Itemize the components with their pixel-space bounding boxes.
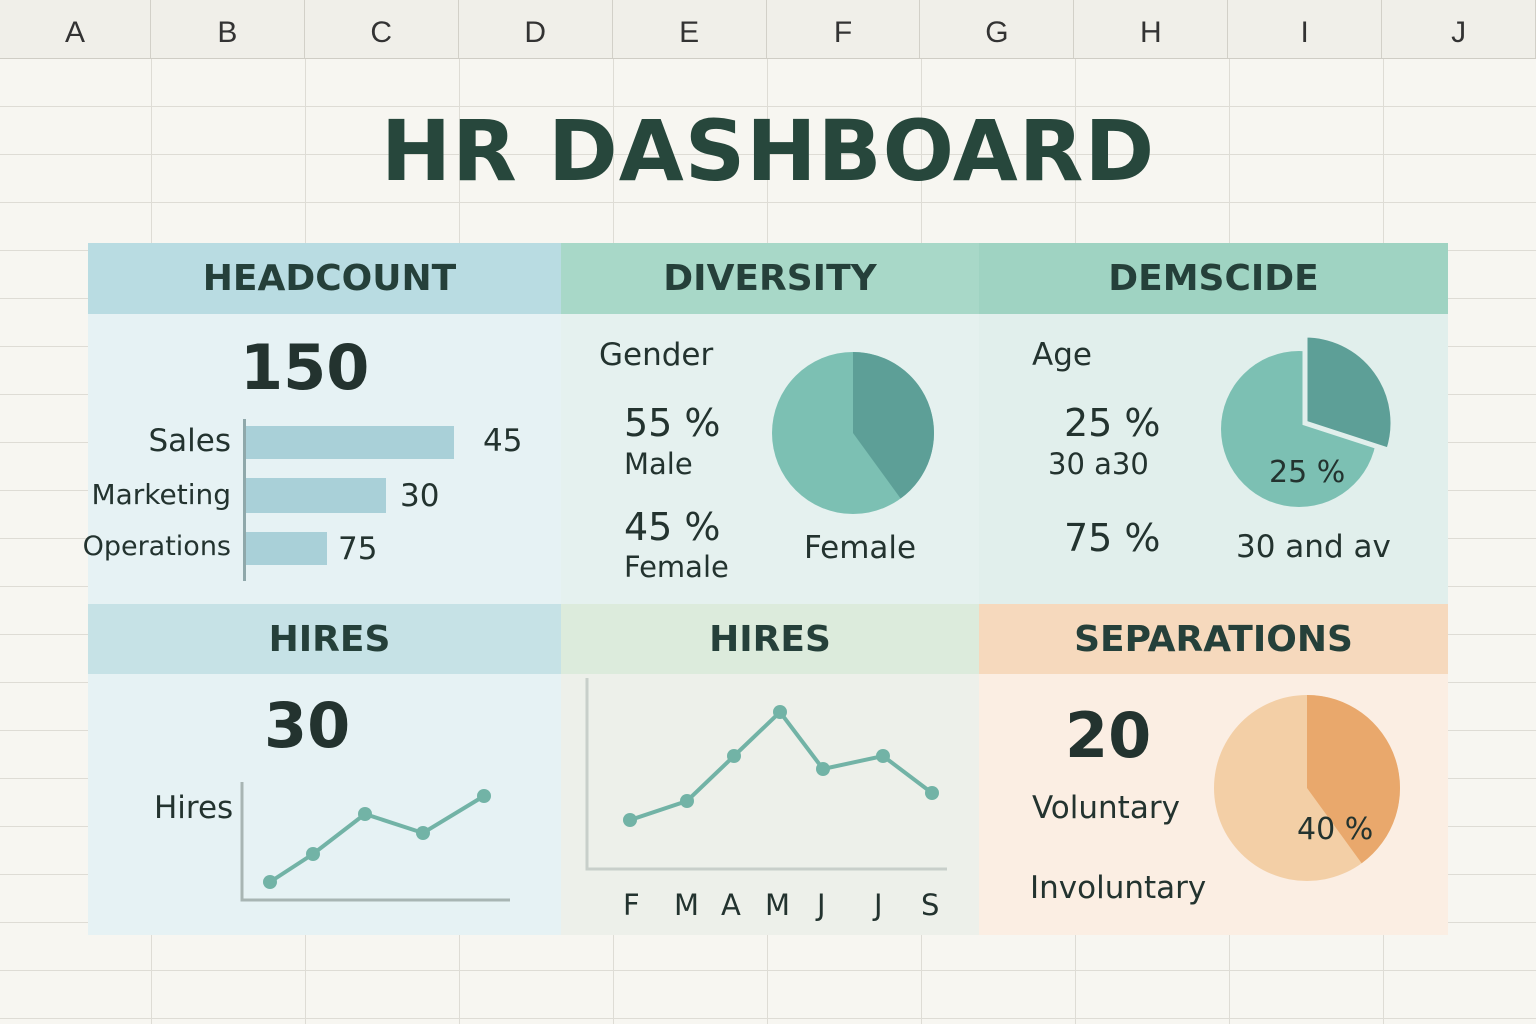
diversity-female-pct: 45 % [624,505,721,549]
diversity-panel: DIVERSITY Gender 55 % Male 45 % Female F… [561,243,979,604]
column-header-f[interactable]: F [767,0,921,58]
hires-monthly-chart [585,678,947,871]
separations-total: 20 [1065,699,1152,772]
diversity-header: DIVERSITY [561,243,979,314]
bar-marketing [246,478,386,513]
column-header-row: A B C D E F G H I J [0,0,1536,59]
month-label: M [765,888,791,922]
age-pie-chart [1221,332,1396,507]
demographics-header: DEMSCIDE [979,243,1448,314]
gender-pie-label: Female [804,530,917,566]
month-label: A [721,888,741,922]
diversity-male-pct: 55 % [624,401,721,445]
hires-axis [240,782,510,902]
hires-point [477,789,491,803]
monthly-axis [585,678,947,871]
headcount-panel: HEADCOUNT 150 Sales 45 Marketing 30 Oper… [83,243,561,604]
separations-header: SEPARATIONS [979,604,1448,674]
hires-line [268,794,486,884]
month-label: J [874,888,883,922]
diversity-female-label: Female [624,550,729,584]
separations-pie-pct: 40 % [1297,812,1374,847]
bar-operations [246,532,327,565]
monthly-point [773,705,787,719]
bar-label-sales: Sales [148,423,231,459]
monthly-point [876,749,890,763]
separations-involuntary-label: Involuntary [1030,870,1207,906]
separations-voluntary-label: Voluntary [1032,790,1180,826]
monthly-point [925,786,939,800]
hires-total: 30 [264,689,351,762]
column-header-j[interactable]: J [1382,0,1536,58]
age-pie-pct: 25 % [1269,455,1346,490]
column-header-d[interactable]: D [459,0,613,58]
monthly-point [816,762,830,776]
dashboard-title: HR DASHBOARD [380,102,1156,200]
bar-value-operations: 75 [338,531,378,567]
bar-label-marketing: Marketing [91,478,231,511]
column-header-h[interactable]: H [1074,0,1229,58]
bar-value-marketing: 30 [400,478,440,514]
separations-panel: SEPARATIONS 20 Voluntary Involuntary 40 … [979,604,1448,935]
age-pct-2: 75 % [1064,516,1161,560]
monthly-point [623,813,637,827]
hires-left-panel: HIRES 30 Hires [88,604,561,935]
month-label: S [921,888,940,922]
hires-point [263,875,277,889]
column-header-c[interactable]: C [305,0,459,58]
hires-point [358,807,372,821]
column-header-g[interactable]: G [920,0,1075,58]
monthly-line [629,709,934,822]
hires-point [416,826,430,840]
bar-sales [246,426,454,459]
age-pie-slice [1302,332,1396,454]
age-pct-1: 25 % [1064,401,1161,445]
headcount-total: 150 [240,331,370,404]
bar-value-sales: 45 [483,423,523,459]
hires-line-label: Hires [154,790,234,826]
gender-pie-slice [853,352,934,499]
column-header-e[interactable]: E [613,0,767,58]
hires-left-header: HIRES [88,604,561,674]
age-subtitle: Age [1032,337,1092,373]
bar-axis [243,419,246,581]
diversity-subtitle: Gender [599,337,714,373]
month-label: J [817,888,826,922]
separations-pie-chart [1214,695,1400,881]
gender-pie-chart [772,352,934,514]
separations-pie-slice [1307,695,1400,864]
column-header-b[interactable]: B [151,0,305,58]
hires-center-panel: HIRES F M A M J J S [561,604,979,935]
hires-center-header: HIRES [561,604,979,674]
monthly-point [727,749,741,763]
headcount-header: HEADCOUNT [88,243,561,314]
month-label: F [623,888,640,922]
hires-point [306,847,320,861]
bar-label-operations: Operations [82,531,231,562]
hires-line-chart [240,782,510,902]
column-header-a[interactable]: A [0,0,151,58]
monthly-point [680,794,694,808]
month-label: M [674,888,700,922]
column-header-i[interactable]: I [1228,0,1383,58]
age-label-1: 30 a30 [1048,447,1149,481]
diversity-male-label: Male [624,447,693,481]
age-pie-label: 30 and av [1236,529,1391,565]
demographics-panel: DEMSCIDE Age 25 % 30 a30 75 % 25 % 30 an… [979,243,1448,604]
